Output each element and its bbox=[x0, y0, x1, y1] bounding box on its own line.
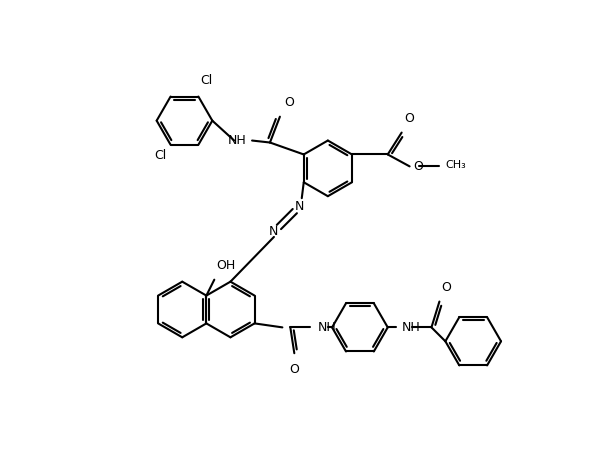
Text: O: O bbox=[441, 281, 451, 294]
Text: O: O bbox=[284, 96, 294, 109]
Text: NH: NH bbox=[318, 321, 337, 334]
Text: N: N bbox=[295, 200, 305, 212]
Text: CH₃: CH₃ bbox=[446, 160, 466, 170]
Text: OH: OH bbox=[216, 259, 235, 272]
Text: O: O bbox=[413, 160, 423, 173]
Text: Cl: Cl bbox=[201, 74, 213, 87]
Text: Cl: Cl bbox=[154, 149, 167, 162]
Text: O: O bbox=[289, 363, 299, 376]
Text: N: N bbox=[269, 226, 278, 238]
Text: NH: NH bbox=[227, 134, 246, 147]
Text: NH: NH bbox=[402, 321, 420, 334]
Text: O: O bbox=[405, 112, 415, 125]
